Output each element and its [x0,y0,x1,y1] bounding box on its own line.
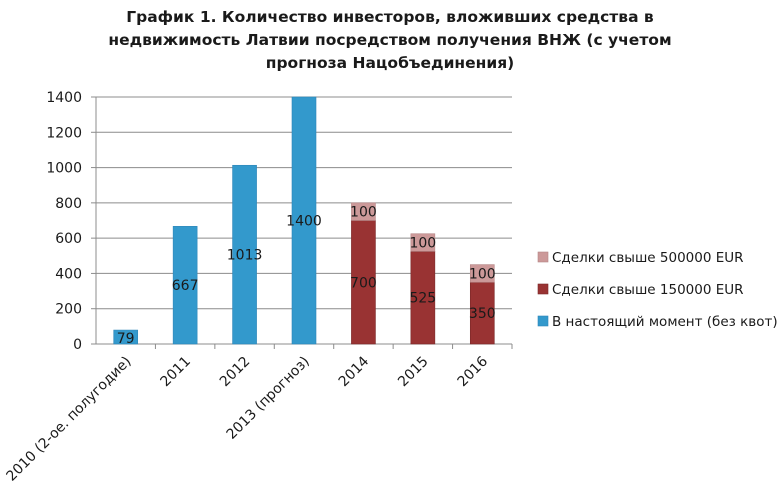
x-tick-label-1: 2011 [157,354,194,391]
y-tick-label-1: 200 [55,302,82,318]
data-label-0-series-0: 79 [117,331,135,347]
bar-5-series-2 [410,233,436,252]
y-tick-label-2: 400 [55,266,82,282]
bar-5-series-1 [410,251,436,345]
y-tick-label-4: 800 [55,196,82,212]
data-label-6-series-1: 350 [469,306,496,322]
y-tick-label-0: 0 [73,337,82,353]
y-tick-label-5: 1000 [46,161,82,177]
legend-label-0: В настоящий момент (без квот) [552,314,778,330]
bar-3-series-0 [291,96,317,345]
data-label-4-series-1: 700 [350,275,377,291]
legend-swatch-0 [537,315,549,327]
data-label-6-series-2: 100 [469,266,496,282]
legend-swatch-2 [537,251,549,263]
bar-4-series-2 [351,202,376,221]
data-label-1-series-0: 667 [172,278,199,294]
x-tick-label-5: 2015 [395,354,432,391]
y-tick-label-7: 1400 [46,90,82,106]
x-tick-label-0: 2010 (2-ое. полугодие) [4,354,135,485]
legend-swatch-1 [537,283,549,295]
x-tick-label-6: 2016 [455,353,492,390]
data-label-5-series-2: 100 [409,236,436,252]
x-tick-label-2: 2012 [217,354,254,391]
data-label-3-series-0: 1400 [286,214,322,230]
bar-0-series-0 [113,329,139,345]
y-tick-label-3: 600 [55,231,82,247]
bar-6-series-2 [469,264,495,283]
x-tick-label-4: 2014 [336,353,373,390]
y-tick-label-6: 1200 [46,125,82,141]
data-label-5-series-1: 525 [409,291,436,307]
legend-label-1: Сделки свыше 150000 EUR [552,282,744,298]
bar-2-series-0 [232,164,257,345]
chart-title-line-2: недвижимость Латвии посредством получени… [108,31,672,49]
chart-title-line-3: прогноза Нацобъединения) [265,54,515,72]
chart-title: График 1. Количество инвесторов, вложивш… [60,6,720,75]
bar-4-series-1 [351,220,376,345]
data-label-2-series-0: 1013 [227,248,263,264]
data-label-4-series-2: 100 [350,205,377,221]
bar-6-series-1 [469,281,495,345]
legend-label-2: Сделки свыше 500000 EUR [552,250,744,266]
bar-1-series-0 [172,226,198,345]
chart-title-line-1: График 1. Количество инвесторов, вложивш… [126,8,654,26]
